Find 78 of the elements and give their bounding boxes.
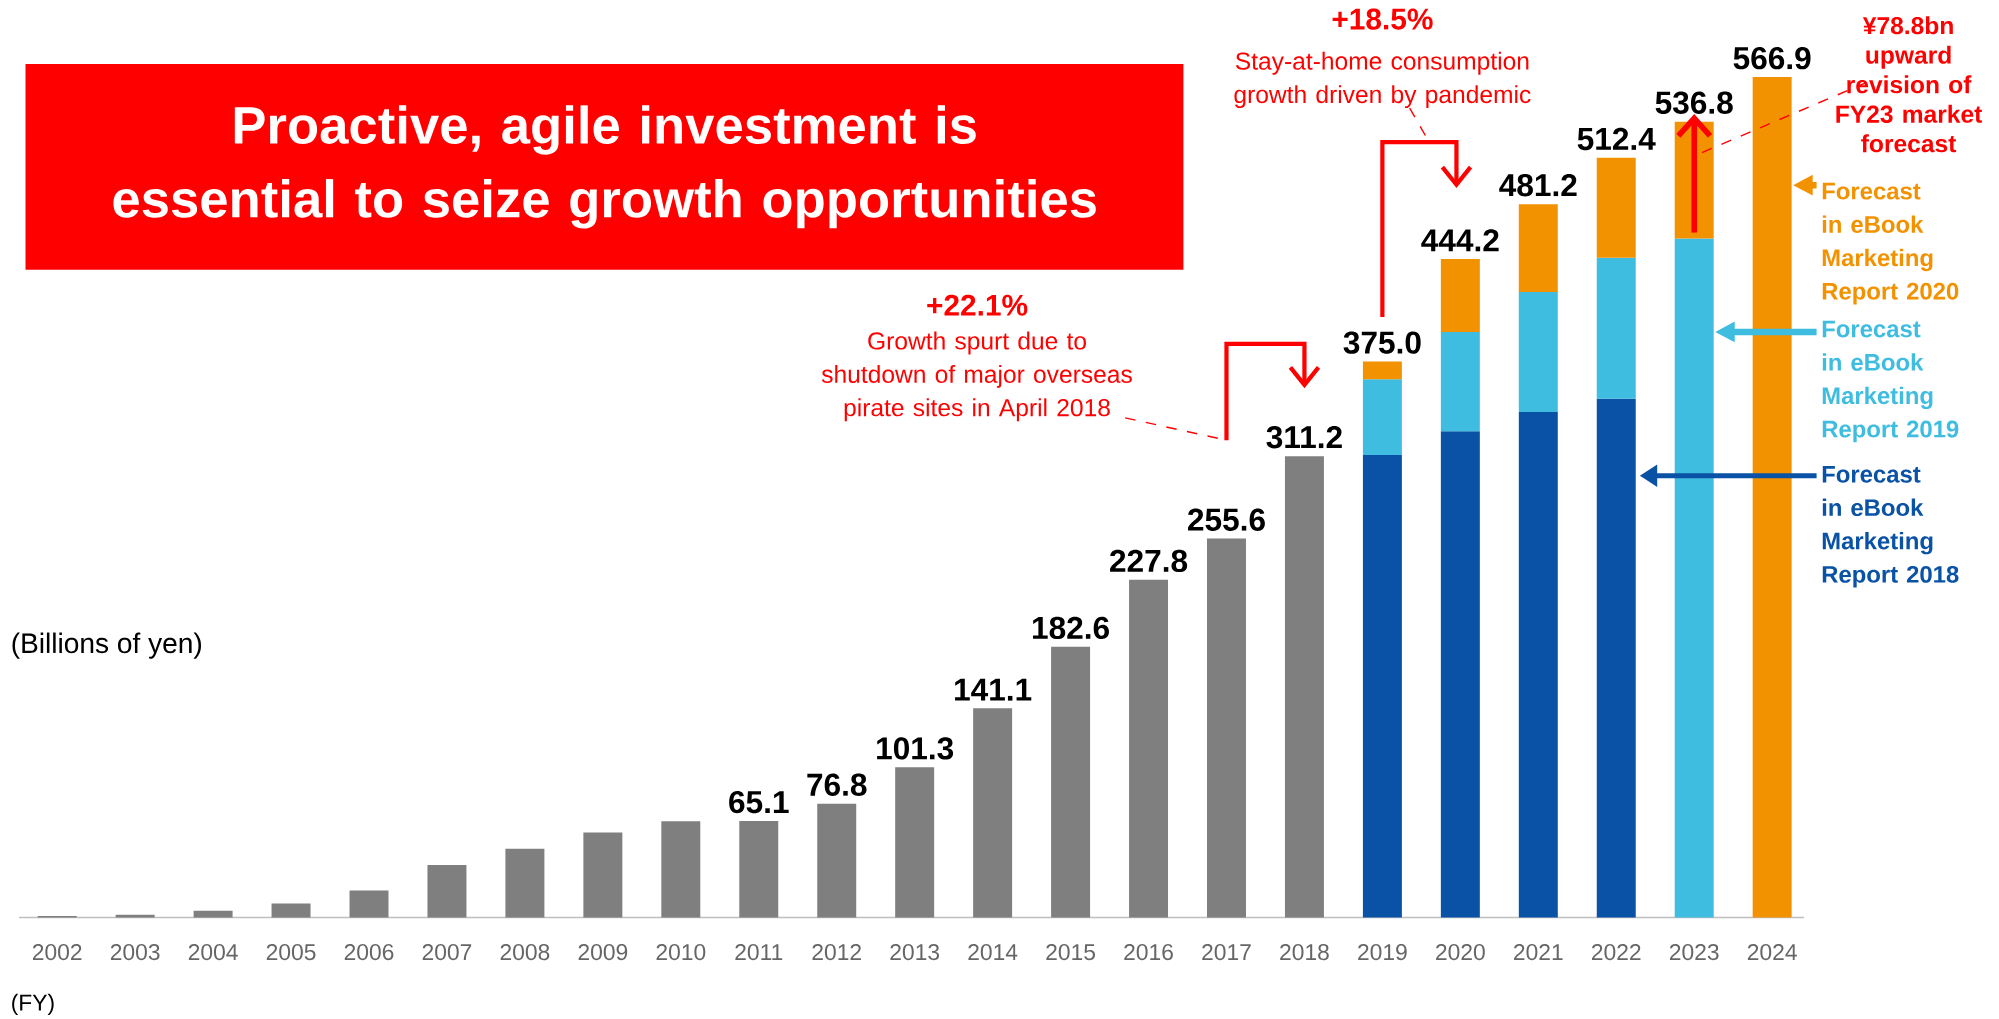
data-label: 76.8 — [807, 773, 867, 796]
bar — [1518, 411, 1558, 918]
bar — [1440, 258, 1480, 332]
x-tick-label: 2016 — [1124, 943, 1173, 960]
total-label: 481.2 — [1499, 173, 1577, 197]
text: ¥78.8bn upward revision of FY23 market forecast — [1836, 16, 1983, 153]
bar — [1518, 203, 1558, 292]
legend-label: Forecast in eBook Marketing Report 2019 — [1822, 320, 1959, 443]
x-tick-label: 2020 — [1436, 943, 1485, 960]
x-tick-label: 2003 — [110, 943, 160, 960]
bar — [583, 832, 623, 918]
bar — [817, 803, 857, 918]
bar — [115, 914, 155, 918]
x-tick-label: 2018 — [1280, 943, 1329, 960]
bar — [1752, 76, 1792, 918]
bar — [1362, 454, 1402, 918]
bar — [973, 708, 1013, 918]
data-label: 227.8 — [1110, 549, 1188, 572]
bar — [1129, 579, 1169, 918]
bar — [1362, 379, 1402, 455]
x-tick-label: 2019 — [1358, 943, 1407, 960]
data-label: 311.2 — [1266, 425, 1342, 449]
bar — [1440, 431, 1480, 918]
total-label: 566.9 — [1733, 46, 1811, 70]
text: +18.5% — [1332, 8, 1433, 30]
bar — [1596, 257, 1636, 399]
bar — [1596, 157, 1636, 258]
bar — [739, 820, 779, 918]
bar — [505, 848, 545, 918]
bar — [1440, 331, 1480, 432]
data-label: 182.6 — [1033, 616, 1109, 639]
total-label: 375.0 — [1343, 331, 1421, 354]
x-tick-label: 2007 — [422, 943, 472, 960]
data-label: 255.6 — [1188, 508, 1265, 531]
data-label: 65.1 — [729, 790, 789, 814]
x-tick-label: 2023 — [1669, 943, 1719, 960]
total-label: 512.4 — [1577, 127, 1656, 150]
bar — [1518, 291, 1558, 412]
bar — [271, 903, 311, 918]
x-tick-label: 2017 — [1202, 943, 1251, 960]
annotation: Growth spurt due to shutdown of major overseas pirate sites in April 2018 — [821, 331, 1132, 422]
x-tick-label: 2012 — [812, 943, 861, 960]
y-axis-title: (Billions of yen) — [12, 632, 201, 659]
x-tick-label: 2008 — [500, 943, 550, 960]
total-label: 444.2 — [1421, 228, 1499, 252]
bar — [1051, 646, 1091, 918]
x-tick-label: 2010 — [656, 943, 706, 960]
x-tick-label: 2002 — [32, 943, 82, 960]
annotation: Stay-at-home consumption growth driven by pandemic — [1234, 51, 1531, 108]
x-tick-label: 2013 — [890, 943, 940, 960]
bar — [1207, 538, 1246, 918]
legend-label: Forecast in eBook Marketing Report 2020 — [1822, 182, 1959, 305]
x-tick-label: 2004 — [188, 943, 238, 960]
x-tick-label: 2005 — [266, 943, 316, 960]
bar — [349, 890, 389, 918]
bar — [1362, 361, 1402, 380]
bar — [661, 820, 701, 918]
x-tick-label: 2011 — [735, 943, 783, 960]
x-tick-label: 2006 — [344, 943, 394, 960]
x-tick-label: 2024 — [1747, 943, 1797, 960]
x-axis-title: (FY) — [12, 993, 54, 1015]
data-label: 141.1 — [955, 678, 1032, 701]
bar — [895, 767, 935, 918]
data-label: 101.3 — [877, 736, 954, 760]
x-tick-label: 2014 — [968, 943, 1018, 960]
annotation: +22.1% — [927, 294, 1028, 316]
x-tick-label: 2015 — [1046, 943, 1095, 960]
bar — [193, 910, 233, 918]
bar — [1674, 238, 1714, 918]
x-tick-label: 2009 — [578, 943, 628, 960]
bar — [427, 864, 467, 918]
x-tick-label: 2022 — [1592, 943, 1641, 960]
bar — [1284, 455, 1324, 918]
text: Forecast in eBook Marketing Report 2018 — [1822, 465, 1959, 588]
total-label: 536.8 — [1655, 91, 1733, 114]
bar — [1596, 398, 1636, 918]
x-tick-label: 2021 — [1514, 943, 1563, 960]
text: Proactive, agile investment is essential to seize growth opportunities — [113, 105, 1096, 229]
